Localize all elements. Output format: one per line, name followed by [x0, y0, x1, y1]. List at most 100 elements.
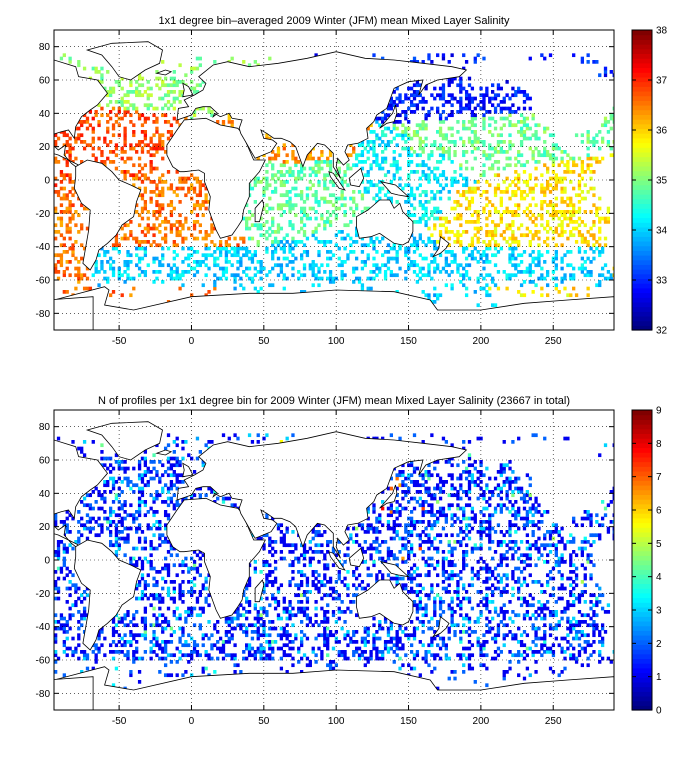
data-cell [213, 256, 217, 261]
data-cell [143, 120, 148, 124]
data-cell [517, 653, 521, 658]
data-cell [453, 573, 457, 578]
data-cell [146, 96, 150, 101]
data-cell [569, 630, 573, 634]
data-cell [418, 123, 422, 128]
data-cell [392, 150, 396, 154]
data-cell [409, 633, 414, 638]
data-cell [282, 650, 286, 654]
data-cell [462, 266, 466, 271]
data-cell [360, 166, 365, 171]
data-cell [407, 266, 411, 271]
data-cell [259, 633, 263, 638]
data-cell [291, 656, 295, 661]
data-cell [271, 223, 275, 228]
data-cell [554, 263, 558, 268]
data-cell [123, 176, 127, 181]
data-cell [166, 93, 171, 98]
data-cell [74, 266, 78, 271]
data-cell [354, 593, 359, 598]
data-cell [525, 206, 530, 211]
data-cell [111, 260, 116, 264]
data-cell [572, 170, 576, 174]
data-cell [297, 170, 301, 174]
data-cell [158, 643, 162, 648]
data-cell [140, 566, 145, 571]
data-cell [545, 170, 550, 174]
data-cell [508, 243, 512, 248]
data-cell [528, 263, 532, 268]
data-cell [438, 216, 443, 221]
data-cell [250, 276, 255, 281]
data-cell [207, 620, 211, 624]
data-cell [415, 60, 420, 64]
colorbar-segment [632, 44, 652, 50]
data-cell [548, 650, 553, 654]
data-cell [595, 596, 599, 601]
data-cell [485, 283, 489, 288]
data-cell [412, 260, 417, 264]
data-cell [137, 90, 142, 94]
data-cell [273, 606, 278, 611]
data-cell [242, 606, 246, 611]
data-cell [210, 230, 214, 234]
data-cell [187, 580, 191, 584]
data-cell [155, 130, 159, 134]
data-cell [514, 163, 518, 168]
data-cell [595, 583, 599, 588]
data-cell [111, 626, 116, 631]
data-cell [282, 146, 286, 151]
data-cell [268, 570, 272, 574]
data-cell [453, 253, 457, 258]
data-cell [389, 640, 394, 644]
data-cell [247, 623, 252, 628]
data-cell [415, 93, 420, 98]
data-cell [282, 626, 286, 631]
data-cell [441, 53, 446, 58]
data-cell [146, 150, 150, 154]
data-cell [123, 653, 127, 658]
data-cell [65, 250, 69, 254]
data-cell [441, 153, 446, 158]
data-cell [603, 66, 608, 71]
data-cell [352, 213, 356, 218]
data-cell [493, 566, 498, 571]
data-cell [409, 580, 414, 584]
data-cell [288, 583, 292, 588]
data-cell [155, 193, 159, 198]
data-cell [198, 653, 202, 658]
data-cell [285, 193, 289, 198]
data-cell [161, 600, 165, 604]
data-cell [514, 256, 518, 261]
data-cell [190, 70, 194, 74]
data-cell [326, 663, 330, 668]
data-cell [444, 250, 448, 254]
data-cell [268, 183, 272, 188]
data-cell [253, 253, 257, 258]
data-cell [586, 656, 590, 661]
data-cell [308, 616, 312, 621]
data-cell [340, 600, 344, 604]
data-cell [271, 250, 275, 254]
data-cell [488, 630, 492, 634]
data-cell [140, 146, 145, 151]
data-cell [103, 250, 107, 254]
data-cell [143, 176, 148, 181]
data-cell [297, 560, 301, 564]
data-cell [502, 236, 506, 241]
data-cell [54, 633, 58, 638]
data-cell [68, 173, 72, 178]
data-cell [273, 246, 278, 251]
data-cell [91, 66, 95, 71]
data-cell [114, 113, 119, 118]
data-cell [430, 106, 434, 111]
data-cell [271, 626, 275, 631]
data-cell [572, 580, 576, 584]
data-cell [163, 150, 168, 154]
data-cell [598, 653, 602, 658]
data-cell [230, 636, 234, 641]
coastline-north-america [54, 59, 109, 168]
data-cell [192, 590, 197, 594]
data-cell [560, 180, 564, 184]
data-cell [499, 233, 503, 238]
